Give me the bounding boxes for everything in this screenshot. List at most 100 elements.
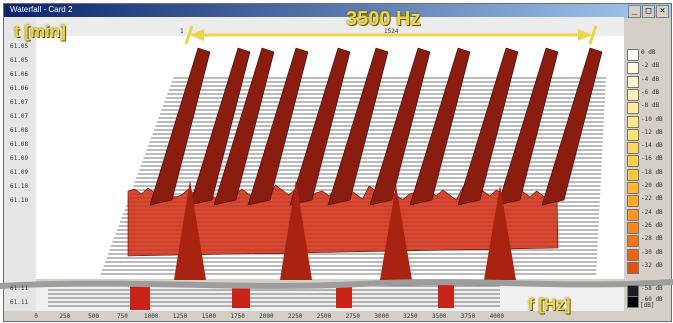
bandwidth-right-marker [588, 25, 598, 45]
legend-swatch [627, 128, 639, 141]
frequency-tick-label: 1000 [144, 313, 159, 320]
signal-trace [409, 47, 471, 206]
legend-entry: -24 dB [627, 208, 671, 221]
time-tick-label: 61.11 [10, 299, 28, 306]
signal-trace [369, 47, 431, 206]
signal-trace [327, 47, 389, 206]
legend-swatch [627, 296, 639, 308]
top-ruler [36, 17, 624, 36]
legend-swatch [627, 208, 639, 221]
frequency-tick-label: 3000 [374, 313, 389, 320]
legend-entry: -26 dB [627, 221, 671, 234]
legend-label: -4 dB [641, 75, 660, 83]
lower-signal-marker [130, 286, 150, 310]
legend-label: -26 dB [641, 221, 663, 229]
time-axis-panel [4, 17, 36, 311]
top-tick-label: 1524 [384, 28, 399, 35]
frequency-tick-label: 2500 [317, 313, 332, 320]
legend-entry: -4 dB [627, 75, 671, 88]
legend-label: -6 dB [641, 88, 660, 96]
legend-swatch [627, 102, 639, 115]
legend-entry: -14 dB [627, 141, 671, 155]
time-tick-label: 61.08 [10, 127, 28, 134]
time-tick-label: 61.08 [10, 141, 28, 148]
legend-swatch [627, 261, 639, 274]
panel-separator [0, 279, 673, 289]
window-controls: _ □ × [627, 5, 669, 18]
lower-signal-marker [336, 284, 352, 308]
legend-swatch [627, 248, 639, 261]
frequency-tick-label: 1750 [230, 313, 245, 320]
legend-label: -8 dB [641, 102, 660, 110]
frequency-tick-label: 2000 [259, 313, 274, 320]
time-tick-label: 61.11 [10, 285, 28, 292]
frequency-tick-label: 3250 [403, 313, 418, 320]
signal-trace [213, 47, 275, 206]
time-tick-label: 61.10 [10, 197, 28, 204]
frequency-tick-label: 0 [34, 313, 38, 320]
lower-waterfall-grid [48, 285, 500, 307]
signal-peak [174, 180, 206, 280]
frequency-tick-label: 2250 [288, 313, 303, 320]
frequency-tick-label: 750 [117, 313, 128, 320]
bandwidth-arrow-right-head [578, 29, 592, 41]
signal-trace [149, 47, 211, 206]
legend-entry: -2 dB [627, 61, 671, 75]
time-tick-label: 61.06 [10, 71, 28, 78]
legend-swatch [627, 155, 639, 168]
legend-entry: -12 dB [627, 128, 671, 141]
legend-swatch [627, 235, 639, 248]
legend-label: -14 dB [641, 142, 663, 150]
legend-swatch [627, 195, 639, 208]
legend-swatch [627, 49, 639, 61]
legend-swatch [627, 182, 639, 194]
legend-label: -22 dB [641, 195, 663, 203]
legend-swatch [627, 168, 639, 181]
frequency-tick-label: 3500 [432, 313, 447, 320]
title-bar[interactable]: Waterfall - Card 2 _ □ × [4, 4, 671, 18]
legend-entry: -30 dB [627, 248, 671, 261]
legend-swatch [627, 62, 639, 75]
maximize-icon[interactable]: □ [642, 5, 655, 18]
signal-peak [380, 185, 412, 280]
legend-label: -2 dB [641, 62, 660, 70]
legend-label: -20 dB [641, 182, 663, 189]
legend-label: 0 dB [641, 49, 656, 56]
legend-unit: [dB] [640, 302, 655, 309]
legend-entry: -60 dB [627, 295, 671, 308]
noise-floor [128, 185, 558, 256]
legend-swatch [627, 221, 639, 234]
legend-entry: -20 dB [627, 181, 671, 194]
legend-label: -16 dB [641, 155, 663, 163]
top-tick-label: 1 [180, 28, 184, 35]
lower-signal-marker [438, 284, 454, 308]
legend-label: -10 dB [641, 115, 663, 123]
time-axis-annotation: t [min] [14, 22, 66, 41]
frequency-tick-label: 1500 [202, 313, 217, 320]
signal-peak [484, 185, 516, 280]
signal-trace [457, 47, 519, 206]
time-tick-label: 61.07 [10, 99, 28, 106]
time-tick-label: 61.09 [10, 155, 28, 162]
time-tick-label: 61.05 [10, 57, 28, 64]
time-tick-label: 61.09 [10, 169, 28, 176]
frequency-tick-label: 1250 [173, 313, 188, 320]
frequency-axis-annotation: f [Hz] [528, 295, 571, 314]
frequency-tick-label: 2750 [346, 313, 361, 320]
time-tick-label: 61.05 [10, 43, 28, 50]
frequency-tick-label: 250 [59, 313, 70, 320]
legend-label: -30 dB [641, 248, 663, 256]
legend-label: -58 dB [641, 285, 663, 292]
minimize-icon[interactable]: _ [628, 5, 641, 18]
legend-entry: -16 dB [627, 154, 671, 168]
bandwidth-annotation: 3500 Hz [346, 8, 421, 30]
legend-label: -18 dB [641, 168, 663, 176]
frequency-tick-label: 500 [88, 313, 99, 320]
legend-label: -24 dB [641, 208, 663, 216]
legend-swatch [627, 115, 639, 128]
legend-label: -60 dB [641, 296, 663, 303]
signal-trace [497, 47, 559, 206]
close-icon[interactable]: × [656, 5, 669, 18]
time-tick-label: 61.07 [10, 113, 28, 120]
legend-entry: -6 dB [627, 88, 671, 101]
